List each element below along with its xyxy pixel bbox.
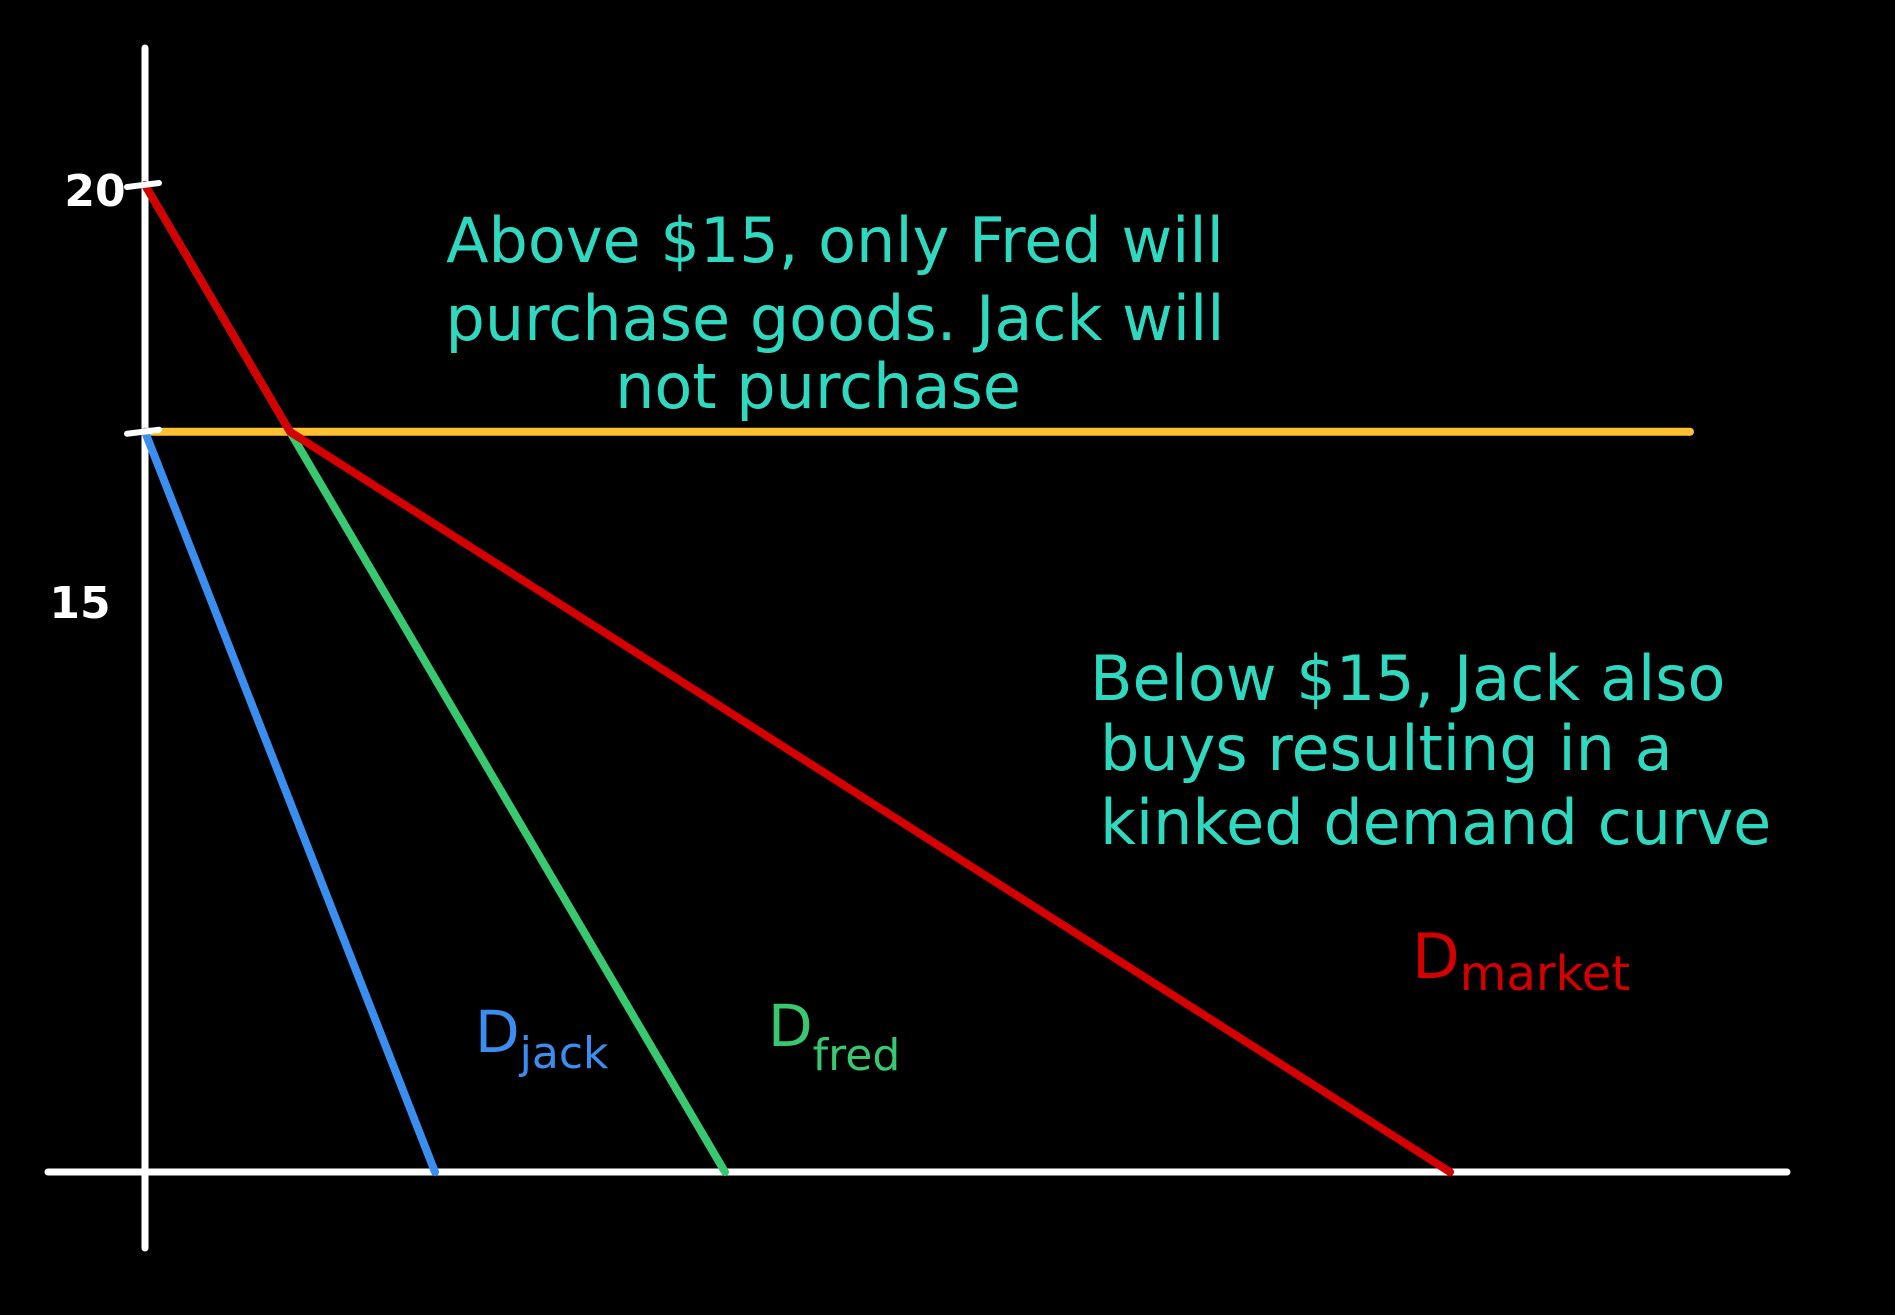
- annotation-below-line-3: kinked demand curve: [1100, 786, 1771, 859]
- series-label-fred-main: D: [768, 992, 813, 1060]
- annotation-below-line-2: buys resulting in a: [1100, 712, 1673, 785]
- y-tick-marks: [124, 180, 162, 437]
- series-label-market-main: D: [1412, 920, 1460, 993]
- series-label-fred: Dfred: [768, 992, 900, 1081]
- demand-curve-market: [141, 181, 1454, 1176]
- series-label-fred-sub: fred: [813, 1030, 901, 1081]
- y-tick-label-15: 15: [49, 578, 110, 629]
- annotation-below-line-1: Below $15, Jack also: [1090, 642, 1725, 715]
- series-label-jack-sub: jack: [519, 1028, 609, 1079]
- demand-curves: [141, 181, 1454, 1176]
- series-label-jack: Djack: [475, 998, 609, 1079]
- annotation-above-line-2: purchase goods. Jack will: [446, 282, 1225, 355]
- y-tick-label-20: 20: [64, 166, 125, 217]
- series-label-market: Dmarket: [1412, 920, 1630, 1002]
- annotation-above-line-1: Above $15, only Fred will: [446, 204, 1224, 277]
- annotation-above-15: Above $15, only Fred will purchase goods…: [446, 204, 1225, 423]
- y-tick-mark-15: [124, 426, 162, 437]
- series-labels: Djack Dfred Dmarket: [475, 920, 1630, 1081]
- axes: [44, 44, 1791, 1252]
- y-tick-labels: 20 15: [49, 166, 125, 629]
- series-label-jack-main: D: [475, 998, 520, 1066]
- annotation-above-line-3: not purchase: [615, 350, 1021, 423]
- annotation-below-15: Below $15, Jack also buys resulting in a…: [1090, 642, 1771, 859]
- series-label-market-sub: market: [1460, 946, 1630, 1002]
- demand-curve-jack: [141, 427, 439, 1176]
- y-tick-mark-20: [124, 180, 162, 190]
